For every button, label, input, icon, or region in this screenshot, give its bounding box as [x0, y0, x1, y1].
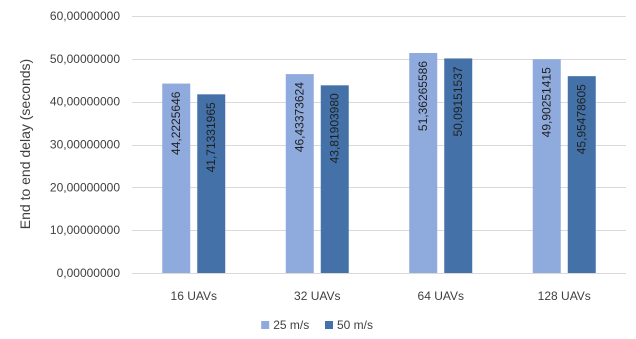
x-tick-label: 64 UAVs	[418, 289, 464, 303]
bar-data-label: 43,81903980	[328, 93, 342, 163]
bar-series-1	[162, 83, 191, 273]
legend-swatch	[325, 321, 333, 329]
legend-swatch	[261, 321, 270, 329]
bar-series-1	[409, 52, 438, 273]
y-tick-label: 20,00000000	[50, 180, 120, 194]
y-tick-label: 30,00000000	[50, 138, 120, 152]
y-axis-ticks: 0,00000000 10,00000000 20,00000000 30,00000…	[50, 9, 120, 280]
bar-series-2	[320, 85, 349, 274]
x-axis-ticks: 16 UAVs 32 UAVs 64 UAVs 128 UAVs	[171, 289, 591, 303]
bar-series-2	[197, 94, 226, 274]
bar-data-label: 41,71331965	[204, 102, 218, 172]
bar-series-1	[285, 74, 314, 274]
legend-label: 50 m/s	[337, 318, 373, 332]
legend-label: 25 m/s	[273, 318, 309, 332]
y-tick-label: 0,00000000	[57, 266, 121, 280]
y-axis-title: End to end delay (seconds)	[17, 59, 33, 229]
x-tick-label: 128 UAVs	[538, 289, 591, 303]
bar-data-label: 49,90251415	[540, 67, 554, 137]
legend: 25 m/s 50 m/s	[261, 318, 373, 332]
bar-data-label: 46,43373624	[293, 82, 307, 152]
bar-data-label: 51,36265586	[416, 61, 430, 131]
y-tick-label: 50,00000000	[50, 52, 120, 66]
x-tick-label: 32 UAVs	[294, 289, 340, 303]
bars: 44,2225646 41,71331965 46,43373624 43,81903…	[162, 52, 596, 274]
y-tick-label: 10,00000000	[50, 223, 120, 237]
bar-series-2	[444, 58, 473, 273]
y-tick-label: 40,00000000	[50, 95, 120, 109]
x-tick-label: 16 UAVs	[171, 289, 217, 303]
bar-data-label: 44,2225646	[169, 91, 183, 155]
y-tick-label: 60,00000000	[50, 9, 120, 23]
bar-data-label: 50,09151537	[451, 66, 465, 136]
bar-series-2	[567, 76, 596, 273]
bar-data-label: 45,95478605	[575, 84, 589, 154]
bar-series-1	[532, 59, 561, 273]
